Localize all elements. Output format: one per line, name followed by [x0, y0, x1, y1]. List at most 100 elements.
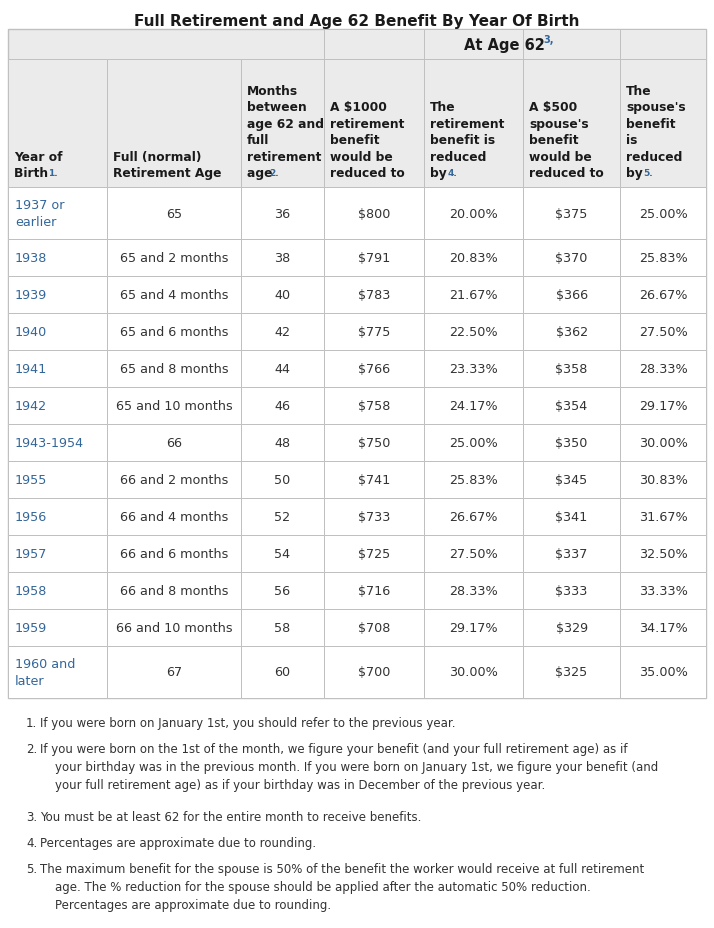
- Bar: [423, 424, 523, 461]
- Text: 5.: 5.: [643, 169, 653, 178]
- Text: Percentages are approximate due to rounding.: Percentages are approximate due to round…: [40, 836, 316, 849]
- Text: 35.00%: 35.00%: [638, 665, 688, 678]
- Text: 52: 52: [274, 510, 291, 523]
- Text: 1957: 1957: [15, 548, 47, 561]
- Bar: [324, 498, 423, 535]
- Bar: [620, 424, 706, 461]
- Bar: [8, 573, 107, 610]
- Text: $700: $700: [358, 665, 390, 678]
- Bar: [523, 187, 620, 239]
- Bar: [523, 573, 620, 610]
- Bar: [423, 60, 523, 187]
- Text: 65 and 4 months: 65 and 4 months: [120, 289, 228, 302]
- Bar: [107, 461, 241, 498]
- Text: 4.: 4.: [26, 836, 37, 849]
- Bar: [241, 461, 324, 498]
- Text: 28.33%: 28.33%: [449, 585, 498, 598]
- Text: Year of
Birth: Year of Birth: [14, 150, 63, 180]
- Text: 66 and 8 months: 66 and 8 months: [120, 585, 228, 598]
- Bar: [8, 461, 107, 498]
- Bar: [241, 239, 324, 277]
- Bar: [620, 351, 706, 388]
- Text: 65 and 8 months: 65 and 8 months: [120, 363, 228, 376]
- Text: 27.50%: 27.50%: [639, 326, 688, 339]
- Text: 34.17%: 34.17%: [639, 622, 688, 635]
- Bar: [423, 646, 523, 698]
- Text: 66 and 2 months: 66 and 2 months: [120, 473, 228, 486]
- Text: 67: 67: [166, 665, 182, 678]
- Bar: [423, 573, 523, 610]
- Text: $350: $350: [555, 436, 588, 449]
- Bar: [107, 646, 241, 698]
- Text: 50: 50: [274, 473, 291, 486]
- Bar: [241, 646, 324, 698]
- Bar: [324, 314, 423, 351]
- Bar: [8, 535, 107, 573]
- Text: $800: $800: [358, 207, 390, 220]
- Text: 65: 65: [166, 207, 182, 220]
- Text: $708: $708: [358, 622, 390, 635]
- Bar: [324, 610, 423, 646]
- Bar: [241, 277, 324, 314]
- Bar: [523, 277, 620, 314]
- Text: $354: $354: [555, 400, 588, 413]
- Text: The maximum benefit for the spouse is 50% of the benefit the worker would receiv: The maximum benefit for the spouse is 50…: [40, 862, 644, 911]
- Text: 22.50%: 22.50%: [449, 326, 498, 339]
- Text: 23.33%: 23.33%: [449, 363, 498, 376]
- Bar: [8, 424, 107, 461]
- Bar: [241, 314, 324, 351]
- Bar: [241, 388, 324, 424]
- Bar: [241, 351, 324, 388]
- Bar: [324, 388, 423, 424]
- Text: 1959: 1959: [15, 622, 47, 635]
- Bar: [107, 610, 241, 646]
- Bar: [324, 461, 423, 498]
- Text: Full (normal)
Retirement Age: Full (normal) Retirement Age: [114, 150, 222, 180]
- Bar: [523, 351, 620, 388]
- Bar: [620, 461, 706, 498]
- Bar: [620, 277, 706, 314]
- Text: 26.67%: 26.67%: [449, 510, 498, 523]
- Bar: [523, 239, 620, 277]
- Bar: [423, 314, 523, 351]
- Text: $758: $758: [358, 400, 390, 413]
- Bar: [620, 535, 706, 573]
- Bar: [241, 187, 324, 239]
- Bar: [107, 60, 241, 187]
- Text: 1.: 1.: [26, 716, 37, 729]
- Text: $341: $341: [555, 510, 588, 523]
- Text: 29.17%: 29.17%: [449, 622, 498, 635]
- Text: $362: $362: [555, 326, 588, 339]
- Bar: [241, 535, 324, 573]
- Bar: [620, 187, 706, 239]
- Bar: [523, 314, 620, 351]
- Bar: [8, 314, 107, 351]
- Bar: [241, 573, 324, 610]
- Bar: [241, 424, 324, 461]
- Text: 1958: 1958: [15, 585, 47, 598]
- Text: $370: $370: [555, 251, 588, 264]
- Text: 44: 44: [274, 363, 291, 376]
- Text: 66 and 10 months: 66 and 10 months: [116, 622, 232, 635]
- Text: Full Retirement and Age 62 Benefit By Year Of Birth: Full Retirement and Age 62 Benefit By Ye…: [134, 14, 580, 29]
- Text: $375: $375: [555, 207, 588, 220]
- Text: 4.: 4.: [447, 169, 457, 178]
- Bar: [423, 277, 523, 314]
- Text: Months
between
age 62 and
full
retirement
age: Months between age 62 and full retiremen…: [246, 84, 323, 180]
- Bar: [324, 60, 423, 187]
- Text: 66 and 4 months: 66 and 4 months: [120, 510, 228, 523]
- Text: $783: $783: [358, 289, 390, 302]
- Bar: [620, 498, 706, 535]
- Text: 29.17%: 29.17%: [639, 400, 688, 413]
- Bar: [620, 388, 706, 424]
- Text: 30.00%: 30.00%: [638, 436, 688, 449]
- Bar: [523, 461, 620, 498]
- Bar: [423, 388, 523, 424]
- Bar: [324, 573, 423, 610]
- Text: 30.83%: 30.83%: [638, 473, 688, 486]
- Bar: [107, 388, 241, 424]
- Bar: [423, 461, 523, 498]
- Text: 1941: 1941: [15, 363, 47, 376]
- Bar: [8, 351, 107, 388]
- Bar: [8, 30, 706, 698]
